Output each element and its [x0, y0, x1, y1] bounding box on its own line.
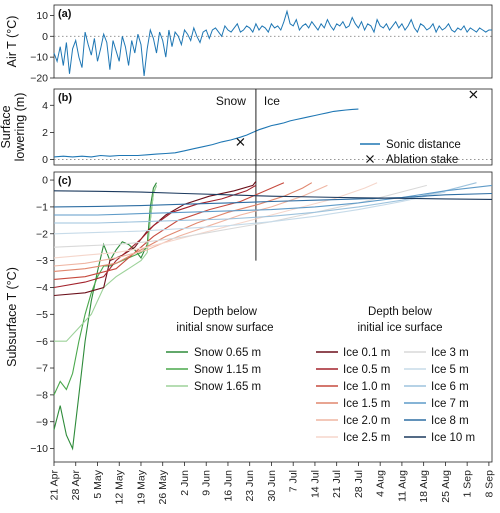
legend-ice-label-7: Ice 5 m [431, 364, 469, 376]
sonic-distance-series [53, 108, 359, 158]
subsurface-temp-ytick-label-3: −3 [36, 255, 48, 267]
xtick-label-5: 26 May [157, 469, 169, 504]
surface-lowering-ytick-label-1: 2 [42, 127, 48, 139]
legend-ice-label-10: Ice 8 m [431, 415, 469, 427]
legend-ice-label-0: Ice 0.1 m [343, 347, 390, 359]
subsurface-temp-ytick-label-0: 0 [42, 175, 48, 187]
subsurface-temp-panel-label: (c) [58, 175, 72, 187]
series-ice-5-m [53, 191, 446, 235]
legend-ice-label-4: Ice 2.0 m [343, 415, 390, 427]
series-snow-1-15-m [53, 185, 158, 396]
series-ice-10-m [53, 190, 493, 200]
surface-lowering-axis-label-0: Surface [0, 105, 13, 148]
subsurface-temp-frame [53, 171, 493, 463]
surface-lowering-frame [53, 88, 493, 166]
legend-ice-label-3: Ice 1.5 m [343, 398, 390, 410]
subsurface-temp-ytick-label-5: −5 [36, 309, 48, 321]
series-ice-1-0-m [53, 182, 285, 280]
ablation-stake-marker-0 [236, 138, 245, 146]
legend-ice-label-5: Ice 2.5 m [343, 432, 390, 444]
xtick-label-20: 8 Sep [483, 470, 495, 498]
series-ice-1-5-m [53, 182, 313, 272]
ice-legend-title-line-2: initial ice surface [357, 322, 442, 334]
panel-b-surface-lowering: 0 2 4 (b) Surface lowering (m) Snow Ice Sonic di… [0, 88, 493, 166]
xtick-label-13: 21 Jul [331, 470, 343, 498]
series-snow-1-65-m [54, 185, 158, 342]
subsurface-temp-ytick-label-10: −10 [30, 443, 48, 455]
xtick-label-2: 5 May [92, 469, 104, 498]
legend-ice-label-11: Ice 10 m [431, 432, 475, 444]
subsurface-temp-axis-label-0: Subsurface T (°C) [5, 267, 19, 367]
legend-stake-swatch [366, 155, 374, 163]
series-ice-7-m [54, 184, 493, 216]
xtick-label-9: 23 Jun [244, 470, 256, 502]
legend-ice-label-1: Ice 0.5 m [343, 364, 390, 376]
air-temp-ytick-label-3: 10 [36, 10, 48, 22]
xtick-label-12: 14 Jul [309, 470, 321, 498]
subsurface-temp-ytick-label-1: −1 [36, 202, 48, 214]
xtick-label-7: 9 Jun [201, 470, 213, 496]
xtick-label-8: 16 Jun [222, 470, 234, 502]
snow-annotation: Snow [216, 94, 246, 108]
panel-a-air-temperature: −20 −10 0 10 (a) Air T (°C) [5, 4, 493, 85]
subsurface-temp-ytick-label-7: −7 [36, 363, 48, 375]
series-ice-0-5-m [53, 184, 257, 289]
legend-ice-label-2: Ice 1.0 m [343, 381, 390, 393]
legend-snow-label-2: Snow 1.65 m [194, 381, 261, 393]
xtick-label-18: 25 Aug [440, 470, 452, 503]
surface-lowering-axis-label-1: lowering (m) [13, 93, 27, 162]
legend-ice-label-8: Ice 6 m [431, 381, 469, 393]
xtick-label-19: 1 Sep [462, 470, 474, 498]
xtick-label-4: 19 May [135, 469, 147, 504]
xtick-label-3: 12 May [114, 469, 126, 504]
snow-legend-title-line-1: Depth below [193, 306, 258, 318]
series-ice-3-m [53, 184, 427, 248]
surface-lowering-panel-label: (b) [58, 92, 72, 104]
legend-snow-label-0: Snow 0.65 m [194, 347, 261, 359]
ice-legend-title-line-1: Depth below [368, 306, 433, 318]
xtick-label-0: 21 Apr [49, 469, 61, 500]
air-temp-panel-label: (a) [58, 8, 72, 20]
subsurface-temp-ytick-label-2: −2 [36, 228, 48, 240]
ablation-stake-marker-1 [469, 90, 478, 99]
snow-legend-title-line-2: initial snow surface [176, 322, 273, 334]
panel-c-subsurface-temperature: 0 −1 −2 −3 −4 −5 −6 −7 −8 −9 −10 (c) Subsurface T (°… [5, 89, 495, 504]
series-ice-0-1-m [53, 181, 257, 297]
xtick-label-1: 28 Apr [70, 469, 82, 500]
legend-sonic-label: Sonic distance [386, 139, 461, 151]
xtick-label-11: 7 Jul [288, 470, 300, 492]
xtick-label-14: 28 Jul [353, 470, 365, 498]
air-temp-ytick-label-2: 0 [42, 31, 48, 43]
air-temp-axis-label-0: Air T (°C) [5, 16, 19, 68]
subsurface-temp-ytick-label-6: −6 [36, 336, 48, 348]
subsurface-temp-ytick-label-9: −9 [36, 416, 48, 428]
legend-ice-label-6: Ice 3 m [431, 347, 469, 359]
air-temp-ytick-label-1: −10 [30, 52, 48, 64]
air-temp-frame [53, 4, 493, 79]
surface-lowering-ytick-label-2: 4 [42, 100, 48, 112]
xtick-label-6: 2 Jun [179, 470, 191, 496]
series-ice-8-m [53, 192, 493, 208]
subsurface-temp-ytick-label-4: −4 [36, 282, 48, 294]
legend-ice-label-9: Ice 7 m [431, 398, 469, 410]
air-temp-series [53, 9, 492, 76]
xtick-label-16: 11 Aug [396, 470, 408, 502]
xtick-label-10: 30 Jun [266, 470, 278, 502]
xtick-label-17: 18 Aug [418, 470, 430, 503]
legend-snow-label-1: Snow 1.15 m [194, 364, 261, 376]
ice-annotation: Ice [264, 94, 280, 108]
xtick-label-15: 4 Aug [375, 470, 387, 497]
legend-stake-label: Ablation stake [386, 154, 458, 166]
surface-lowering-ytick-label-0: 0 [42, 154, 48, 166]
subsurface-temp-ytick-label-8: −8 [36, 389, 48, 401]
air-temp-ytick-label-0: −20 [30, 73, 48, 85]
